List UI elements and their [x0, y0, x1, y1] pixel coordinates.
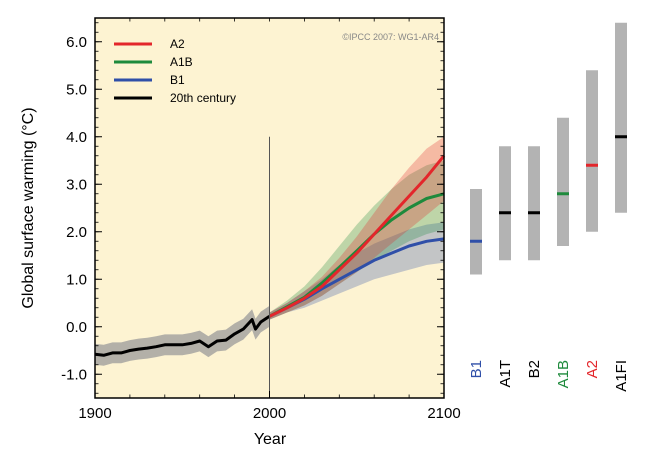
- x-axis-title: Year: [254, 431, 287, 448]
- band-a2: [269, 136, 444, 320]
- series-lines: [94, 154, 446, 357]
- range-bar-a1fi: [615, 22, 627, 213]
- scenario-label-a1fi: A1FI: [613, 360, 630, 392]
- credit-text: ©IPCC 2007: WG1-AR4: [342, 32, 439, 42]
- x-tick-label: 2100: [427, 405, 460, 422]
- range-bar-a1t: [499, 146, 511, 261]
- legend-label: A2: [170, 37, 185, 51]
- y-tick-label: 0.0: [66, 319, 87, 336]
- y-tick-label: -1.0: [61, 366, 87, 383]
- line-20th-century: [94, 315, 271, 357]
- range-bar-b1: [470, 189, 482, 275]
- y-tick-label: 1.0: [66, 271, 87, 288]
- band-20th-century: [95, 305, 270, 366]
- range-bar-a2: [586, 70, 598, 232]
- range-bar-a1b: [557, 117, 569, 246]
- y-tick-label: 2.0: [66, 224, 87, 241]
- scenario-label-a1b: A1B: [555, 360, 572, 388]
- scenario-label-a1t: A1T: [497, 360, 514, 388]
- y-tick-label: 3.0: [66, 176, 87, 193]
- legend-label: 20th century: [170, 91, 236, 105]
- x-tick-label: 2000: [253, 405, 286, 422]
- y-axis-title: Global surface warming (°C): [20, 107, 37, 308]
- range-bar-b2: [528, 146, 540, 261]
- band-a1b: [269, 160, 444, 320]
- axis-ticks: -1.0 0.0 1.0 2.0 3.0 4.0 5.0 6.0 1900 2000 2100: [61, 18, 461, 422]
- y-tick-label: 6.0: [66, 34, 87, 51]
- y-tick-label: 4.0: [66, 129, 87, 146]
- scenario-label-b2: B2: [526, 360, 543, 378]
- line-a2: [268, 154, 446, 318]
- scenario-label-a2: A2: [584, 360, 601, 378]
- scenario-label-b1: B1: [468, 360, 485, 378]
- y-tick-label: 5.0: [66, 81, 87, 98]
- legend-label: B1: [170, 73, 185, 87]
- scenario-range-bars: B1 A1T B2 A1B A2 A1FI: [468, 22, 630, 392]
- x-tick-label: 1900: [78, 405, 111, 422]
- legend-label: A1B: [170, 55, 193, 69]
- legend: A2 A1B B1 20th century: [114, 37, 236, 105]
